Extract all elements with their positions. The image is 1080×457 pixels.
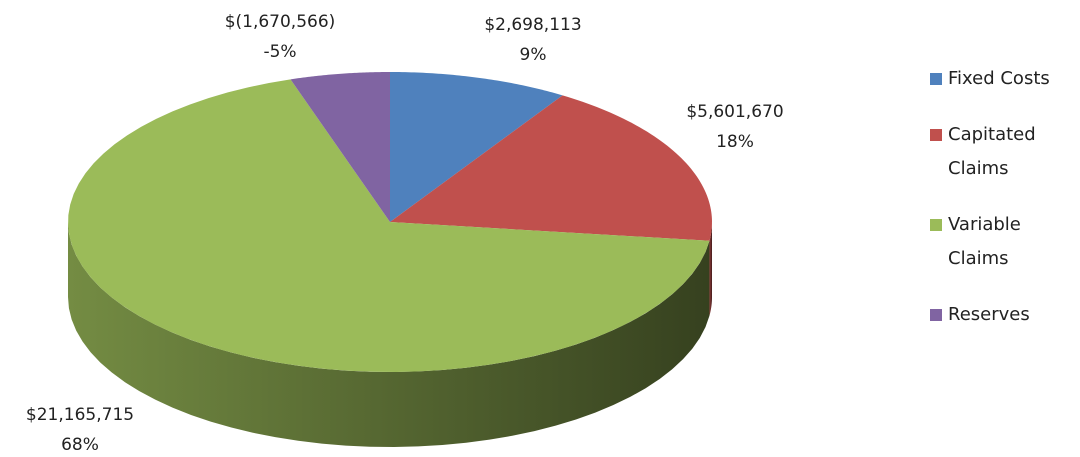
legend-item: Fixed Costs <box>930 62 1070 96</box>
legend-swatch <box>930 309 942 321</box>
slice <box>68 79 710 372</box>
slice <box>290 72 390 222</box>
legend-swatch <box>930 129 942 141</box>
percent-label: 68% <box>61 435 99 455</box>
legend-label: Fixed Costs <box>948 68 1050 89</box>
value-label: $5,601,670 <box>686 102 783 122</box>
value-label: $(1,670,566) <box>225 12 336 32</box>
slice-side <box>68 222 710 447</box>
value-label: $2,698,113 <box>484 15 581 35</box>
legend-label: Variable Claims <box>948 214 1021 269</box>
percent-label: -5% <box>263 42 296 62</box>
legend-item: Variable Claims <box>930 208 1070 276</box>
percent-label: 9% <box>520 45 547 65</box>
value-label: $21,165,715 <box>26 405 134 425</box>
percent-label: 18% <box>716 132 754 152</box>
slice <box>390 95 712 241</box>
legend: Fixed Costs Capitated Claims Variable Clai… <box>930 62 1070 354</box>
legend-swatch <box>930 219 942 231</box>
legend-item: Reserves <box>930 298 1070 332</box>
legend-label: Capitated Claims <box>948 124 1036 179</box>
legend-label: Reserves <box>948 304 1030 325</box>
slice-side <box>709 222 712 316</box>
slice <box>390 72 563 222</box>
legend-swatch <box>930 73 942 85</box>
legend-item: Capitated Claims <box>930 118 1070 186</box>
